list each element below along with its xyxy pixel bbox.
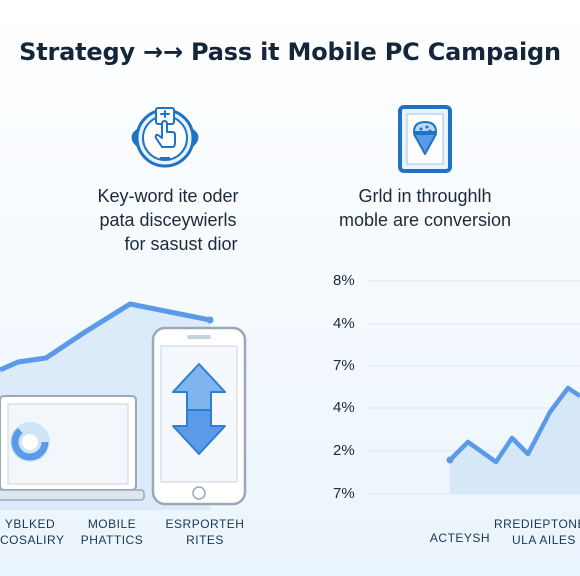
label-line: ESRPORTEH [165,517,245,531]
label-line: ULA AILES [512,533,576,547]
page-title: Strategy →→ Pass it Mobile PC Campaign [19,38,561,66]
label-line: YBLKED [4,517,56,531]
y-axis-label: 7% [333,485,355,502]
label-line: COSALIRY [0,533,65,547]
left-desc-line: pata disceywierls [99,210,237,230]
y-axis-label: 7% [333,357,355,374]
tap-hand-icon [131,107,199,168]
right-bottom-label: RREDIEPTONES ULA AILES [494,516,580,548]
left-desc-line: Key-word ite oder [97,186,239,206]
left-bottom-label: YBLKED COSALIRY [0,516,65,548]
label-line: RITES [186,533,224,547]
mobile-icecream-icon [398,105,452,173]
right-desc-line: moble are conversion [338,210,512,230]
laptop-donut-icon [0,395,145,501]
right-desc-line: Grld in throughlh [358,186,492,206]
label-line: RREDIEPTONES [494,517,580,531]
y-axis-label: 2% [333,442,355,459]
left-bottom-label: MOBILE PHATTICS [76,516,148,548]
left-desc-line: for sasust dior [124,234,238,254]
left-bottom-label: ESRPORTEH RITES [162,516,248,548]
right-description: Grld in throughlh moble are conversion [320,184,530,232]
right-trend-chart [368,280,580,495]
phone-arrows-icon [151,326,247,506]
label-line: PHATTICS [80,533,144,547]
y-axis-label: 4% [333,315,355,332]
y-axis-label: 4% [333,399,355,416]
y-axis-label: 8% [333,272,355,289]
label-line: MOBILE [87,517,137,531]
right-bottom-label: ACTEYSH [429,531,491,545]
left-description: Key-word ite oder pata disceywierls for … [58,184,278,256]
